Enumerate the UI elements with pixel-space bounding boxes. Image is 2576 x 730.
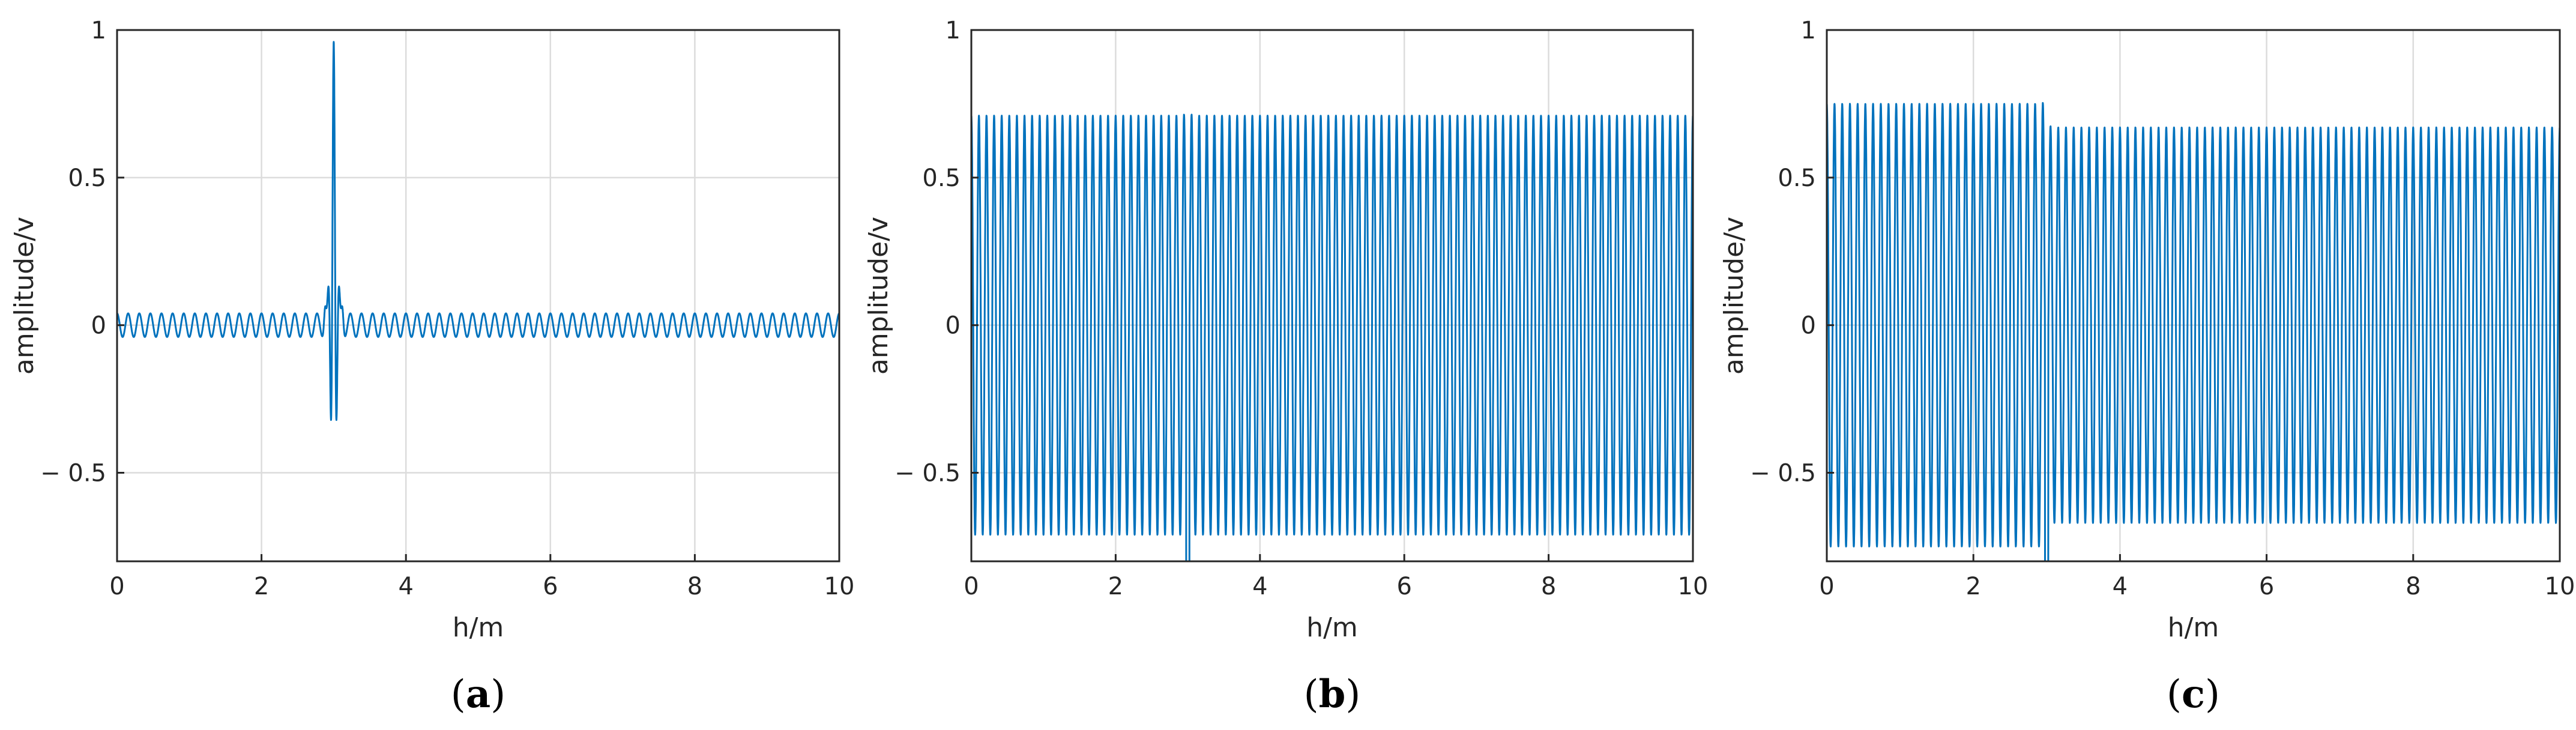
panel-label: (c) — [2167, 672, 2220, 717]
x-tick-label: 2 — [1965, 573, 1980, 600]
x-tick-label: 10 — [1678, 573, 1709, 600]
y-tick-label: 1 — [91, 17, 106, 44]
x-tick-label: 6 — [2259, 573, 2274, 600]
panel-label: (b) — [1304, 672, 1361, 717]
y-tick-label: − 0.5 — [40, 460, 106, 487]
y-tick-label: 1 — [1801, 17, 1816, 44]
y-tick-label: − 0.5 — [894, 460, 961, 487]
y-tick-label: 0.5 — [68, 164, 106, 192]
x-tick-label: 0 — [964, 573, 979, 600]
y-tick-label: 0 — [91, 312, 106, 340]
signal-line — [1826, 102, 2561, 563]
x-tick-label: 10 — [2545, 573, 2575, 600]
y-tick-label: 0.5 — [1778, 164, 1816, 192]
y-tick-label: 1 — [946, 17, 961, 44]
x-tick-label: 8 — [1541, 573, 1556, 600]
x-axis-label: h/m — [453, 612, 504, 643]
x-axis-label: h/m — [1306, 612, 1358, 643]
plot-frame — [970, 29, 1694, 563]
chart-panel-a: 0 2 4 6 8 10 − 0.5 0 0.5 1 h/m amplitude/v (a) — [9, 17, 854, 717]
x-tick-label: 4 — [398, 573, 413, 600]
x-tick-label: 6 — [1396, 573, 1411, 600]
y-tick-label: 0 — [946, 312, 961, 340]
x-tick-label: 6 — [543, 573, 558, 600]
x-tick-label: 8 — [687, 573, 702, 600]
panel-letter: a — [466, 672, 490, 717]
panel-label: (a) — [451, 672, 505, 717]
y-axis-label: amplitude/v — [9, 217, 40, 375]
chart-panel-c: 0 2 4 6 8 10 − 0.5 0 0.5 1 h/m amplitude/v (c) — [1719, 17, 2575, 717]
signal-line — [116, 41, 840, 421]
plot-frame — [116, 29, 840, 563]
chart-panel-b: 0 2 4 6 8 10 − 0.5 0 0.5 1 h/m amplitude/v (b) — [863, 17, 1708, 717]
x-axis-label: h/m — [2168, 612, 2219, 643]
panel-letter: b — [1319, 672, 1346, 717]
x-tick-label: 0 — [109, 573, 124, 600]
x-tick-label: 4 — [1252, 573, 1267, 600]
x-tick-label: 8 — [2406, 573, 2421, 600]
panel-letter: c — [2182, 672, 2205, 717]
y-tick-label: 0.5 — [922, 164, 961, 192]
x-tick-label: 2 — [254, 573, 269, 600]
y-tick-label: − 0.5 — [1750, 460, 1816, 487]
signal-line — [970, 113, 1694, 563]
x-tick-label: 4 — [2113, 573, 2128, 600]
plot-frame — [1826, 29, 2561, 563]
x-tick-label: 2 — [1108, 573, 1123, 600]
y-axis-label: amplitude/v — [1719, 217, 1749, 375]
y-tick-label: 0 — [1801, 312, 1816, 340]
x-tick-label: 10 — [824, 573, 855, 600]
y-axis-label: amplitude/v — [863, 217, 894, 375]
x-tick-label: 0 — [1819, 573, 1834, 600]
